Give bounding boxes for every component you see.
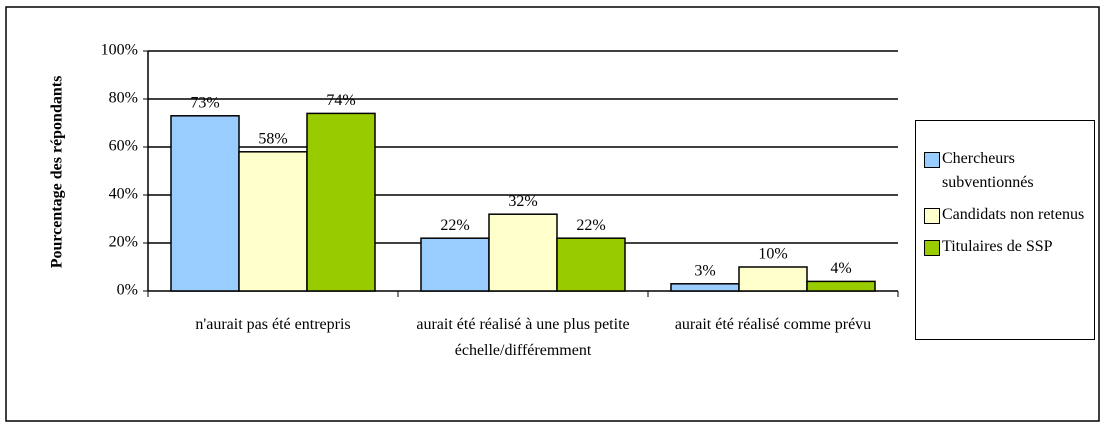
legend-item: Candidats non retenus (924, 203, 1088, 227)
y-tick-label: 0% (117, 282, 138, 299)
legend-label: Chercheurs subventionnés (942, 150, 1034, 191)
bar (488, 213, 558, 292)
bar (738, 266, 808, 292)
y-tick-label: 60% (109, 138, 138, 155)
bar (806, 280, 876, 292)
data-label: 22% (576, 217, 605, 234)
legend-swatch (924, 208, 940, 224)
bar (420, 237, 490, 292)
legend-item: Titulaires de SSP (924, 235, 1088, 259)
x-tick-label: n'aurait pas été entrepris (195, 316, 351, 333)
bar (170, 115, 240, 292)
bar (556, 237, 626, 292)
legend-swatch (924, 152, 940, 168)
bar (670, 283, 740, 292)
legend-item: Chercheurs subventionnés (924, 147, 1088, 195)
y-tick-label: 20% (109, 234, 138, 251)
data-label: 74% (326, 92, 355, 109)
bar (238, 151, 308, 292)
x-tick-label: aurait été réalisé à une plus petite éch… (416, 316, 630, 359)
data-label: 32% (508, 193, 537, 210)
y-axis-title: Pourcentage des répondants (49, 76, 66, 269)
legend: Chercheurs subventionnés Candidats non re… (915, 120, 1095, 340)
bar (306, 112, 376, 292)
x-tick-label: aurait été réalisé comme prévu (674, 316, 872, 333)
data-label: 73% (190, 94, 219, 111)
legend-swatch (924, 240, 940, 256)
data-label: 58% (258, 130, 287, 147)
data-label: 4% (830, 260, 851, 277)
legend-label: Titulaires de SSP (942, 238, 1053, 255)
data-label: 22% (440, 217, 469, 234)
data-label: 10% (758, 246, 787, 263)
data-label: 3% (694, 262, 715, 279)
legend-label: Candidats non retenus (942, 206, 1085, 223)
y-tick-label: 100% (101, 42, 138, 59)
y-tick-label: 80% (109, 90, 138, 107)
y-tick-label: 40% (109, 186, 138, 203)
